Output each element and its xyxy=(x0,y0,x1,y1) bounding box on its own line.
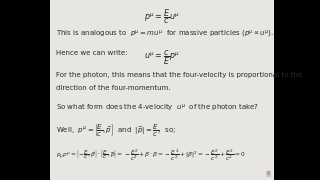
Text: This is analogous to  $p^{\mu} = mu^{\mu}$  for massive particles ($p^{\mu} \pro: This is analogous to $p^{\mu} = mu^{\mu}… xyxy=(56,29,275,40)
Text: direction of the four-momentum.: direction of the four-momentum. xyxy=(56,85,171,91)
Text: $p_{\mu}p^{\mu} = \left[-\dfrac{E}{c}, \vec{p}\right]\cdot\left[\dfrac{E}{c}, \v: $p_{\mu}p^{\mu} = \left[-\dfrac{E}{c}, \… xyxy=(56,148,246,164)
Text: 6: 6 xyxy=(267,171,270,176)
Bar xyxy=(50,0,274,180)
Text: Hence we can write:: Hence we can write: xyxy=(56,50,128,56)
Text: Well,  $p^{\mu} = \left[\dfrac{E}{c}, \vec{p}\right]$  and  $|\vec{p}| = \dfrac{: Well, $p^{\mu} = \left[\dfrac{E}{c}, \ve… xyxy=(56,122,176,138)
Text: So what form does the 4-velocity  $u^{\mu}$  of the photon take?: So what form does the 4-velocity $u^{\mu… xyxy=(56,103,260,114)
Text: $p^{\mu} = \dfrac{E}{c}u^{\mu}$: $p^{\mu} = \dfrac{E}{c}u^{\mu}$ xyxy=(144,7,180,26)
Text: For the photon, this means that the four-velocity is proportional to the: For the photon, this means that the four… xyxy=(56,72,302,78)
Text: $u^{\mu} = \dfrac{c}{E}p^{\mu}$: $u^{\mu} = \dfrac{c}{E}p^{\mu}$ xyxy=(144,49,180,67)
